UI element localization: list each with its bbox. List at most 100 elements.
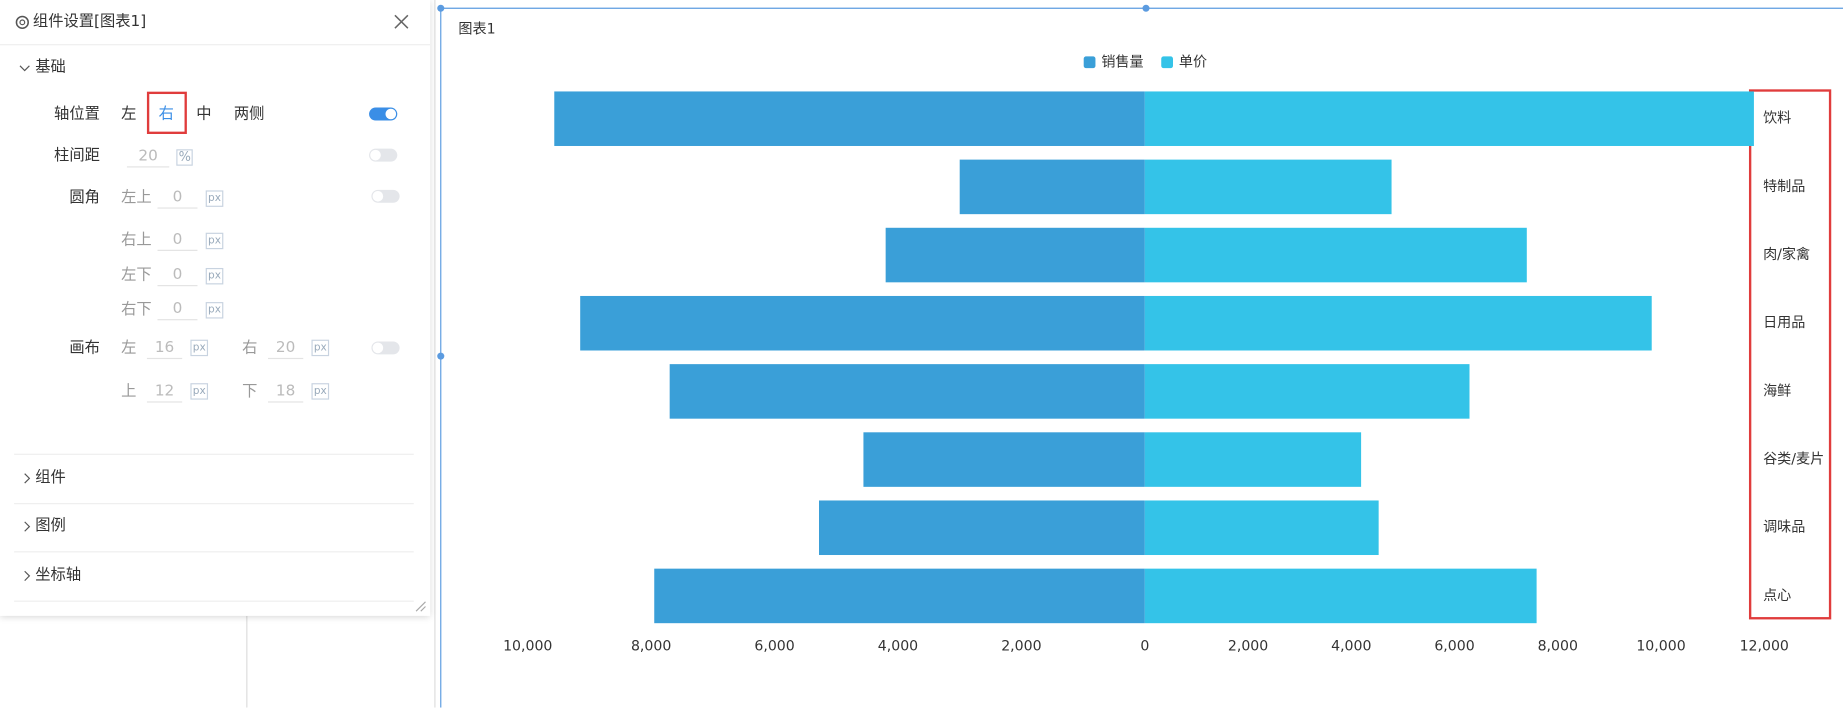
- divider: [14, 503, 414, 505]
- bar: [580, 295, 1145, 351]
- category-label: 谷类/麦片: [1763, 452, 1824, 468]
- section-title[interactable]: 基础: [35, 58, 66, 77]
- field-sublabel: 左上: [121, 189, 152, 207]
- unit: px: [205, 267, 224, 285]
- toggle[interactable]: [371, 341, 400, 355]
- input[interactable]: 0: [157, 189, 198, 209]
- field-sublabel: 右下: [121, 300, 152, 319]
- section-title[interactable]: 坐标轴: [35, 566, 82, 585]
- bar: [1144, 91, 1754, 146]
- highlight: [146, 91, 187, 134]
- legend-label: 单价: [1179, 54, 1207, 70]
- unit: %: [176, 149, 194, 166]
- legend-label: 销售量: [1101, 53, 1143, 70]
- divider: [14, 453, 414, 455]
- field-sublabel: 右: [242, 339, 258, 358]
- bar: [1144, 432, 1362, 487]
- bar: [959, 159, 1145, 215]
- category-label: 调味品: [1763, 520, 1805, 536]
- x2-tick-label: 10,000: [1636, 638, 1685, 654]
- close-icon[interactable]: [394, 14, 409, 29]
- settings-panel: 组件设置[图表1] 基础 轴位置左右中两侧 柱间距 20% 圆角 左上 0 px 右上 0 px 左…: [0, 0, 431, 616]
- option[interactable]: 右: [158, 105, 174, 124]
- input[interactable]: 12: [146, 383, 183, 403]
- input[interactable]: 20: [267, 339, 304, 360]
- section-title[interactable]: 组件: [35, 468, 66, 487]
- input[interactable]: 20: [126, 148, 170, 168]
- toggle[interactable]: [371, 189, 400, 203]
- legend-swatch: [1161, 56, 1173, 69]
- x-tick-label: 8,000: [631, 638, 671, 654]
- x2-tick-label: 4,000: [1331, 638, 1371, 654]
- gear-icon: [19, 19, 26, 26]
- option[interactable]: 中: [196, 105, 212, 124]
- toggle[interactable]: [369, 148, 398, 162]
- panel-title: 组件设置[图表1]: [32, 12, 147, 31]
- divider: [14, 551, 414, 553]
- field-sublabel: 上: [121, 383, 137, 401]
- handle[interactable]: [437, 352, 445, 360]
- x2-tick-label: 8,000: [1538, 638, 1578, 654]
- category-label: 海鲜: [1763, 383, 1791, 399]
- bar: [863, 432, 1145, 487]
- field-sublabel: 下: [242, 383, 258, 401]
- unit: px: [205, 232, 224, 250]
- field-sublabel: 右上: [121, 231, 152, 250]
- input[interactable]: 0: [157, 300, 198, 321]
- input[interactable]: 0: [157, 231, 198, 251]
- x-tick-label: 6,000: [754, 638, 794, 654]
- field-label: 轴位置: [54, 105, 100, 124]
- bar: [885, 227, 1145, 283]
- category-label: 点心: [1763, 588, 1791, 604]
- unit: px: [311, 339, 330, 357]
- x2-tick-label: 2,000: [1228, 638, 1268, 654]
- x2-tick-label: 6,000: [1434, 638, 1474, 654]
- x-tick-label: 2,000: [1001, 638, 1041, 654]
- x-tick-label: 10,000: [503, 638, 552, 654]
- unit: px: [205, 302, 224, 319]
- field-sublabel: 左下: [121, 266, 152, 285]
- toggle[interactable]: [369, 107, 398, 121]
- resize-grip[interactable]: [415, 601, 426, 612]
- handle[interactable]: [1142, 4, 1150, 12]
- gear-icon: [15, 15, 29, 29]
- input[interactable]: 18: [267, 383, 304, 403]
- chevron[interactable]: [24, 473, 31, 582]
- chart-title: 图表1: [458, 21, 495, 37]
- bar: [1144, 364, 1470, 419]
- x-tick-label: 4,000: [878, 638, 918, 654]
- category-label: 日用品: [1763, 315, 1805, 331]
- bar: [669, 364, 1145, 419]
- divider: [14, 600, 414, 602]
- category-label: 饮料: [1763, 111, 1791, 127]
- field-label: 柱间距: [54, 146, 100, 165]
- legend-swatch: [1083, 56, 1096, 69]
- input[interactable]: 0: [157, 266, 198, 287]
- field-sublabel: 左: [121, 339, 137, 358]
- section-title[interactable]: 图例: [35, 517, 66, 535]
- handle[interactable]: [437, 4, 445, 12]
- category-label: 特制品: [1763, 179, 1805, 195]
- x2-tick-label: 12,000: [1740, 638, 1789, 654]
- chevron[interactable]: [19, 65, 30, 72]
- x-tick-label: 0: [1140, 638, 1149, 654]
- panel-icons: [0, 14, 431, 612]
- bar: [654, 568, 1145, 624]
- field-label: 画布: [69, 339, 100, 358]
- unit: px: [190, 339, 209, 357]
- bar: [1144, 568, 1537, 624]
- bar: [1144, 295, 1652, 351]
- unit: px: [190, 383, 209, 400]
- highlight: [1748, 89, 1832, 620]
- bar: [1144, 159, 1392, 215]
- option[interactable]: 左: [121, 105, 137, 124]
- bar: [1144, 227, 1527, 283]
- bar: [554, 91, 1145, 146]
- field-label: 圆角: [69, 189, 100, 207]
- option[interactable]: 两侧: [233, 105, 265, 124]
- input[interactable]: 16: [146, 339, 183, 360]
- unit: px: [311, 383, 330, 400]
